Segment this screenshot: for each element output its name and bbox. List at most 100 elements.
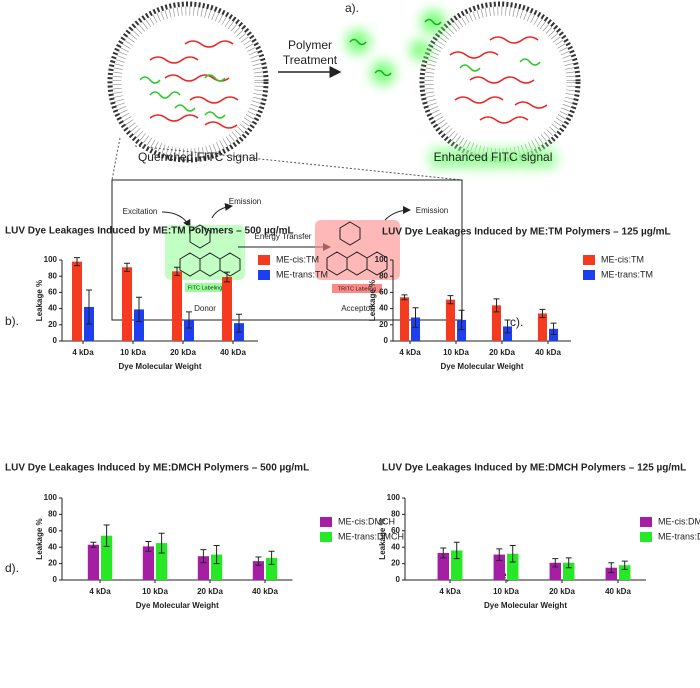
- bar: [134, 309, 144, 341]
- y-tick-label: 100: [375, 255, 389, 264]
- bar: [605, 567, 617, 580]
- error-bar: [136, 296, 142, 323]
- x-axis-label: Dye Molecular Weight: [484, 601, 567, 610]
- y-tick-label: 0: [384, 336, 389, 345]
- donor-structure: [165, 224, 245, 280]
- arrow: [384, 206, 411, 221]
- legend-label: ME-cis:TM: [276, 254, 319, 264]
- y-tick-label: 20: [379, 320, 388, 329]
- error-bar: [565, 557, 572, 569]
- bar: [197, 556, 209, 580]
- bar: [507, 553, 519, 580]
- arrow-label: Polymer: [288, 38, 332, 52]
- bar: [445, 299, 455, 341]
- legend-label: ME-trans:TM: [276, 269, 328, 279]
- error-bar: [86, 289, 92, 325]
- zoom-line: [134, 145, 463, 181]
- zoom-line: [111, 137, 121, 181]
- error-bar: [496, 548, 503, 561]
- inset-box: [111, 179, 463, 321]
- y-tick-label: 100: [44, 493, 58, 502]
- legend-label: ME-trans:TM: [601, 269, 653, 279]
- bar: [399, 297, 409, 341]
- x-tick-label: 20 kDa: [489, 348, 515, 357]
- x-tick-label: 20 kDa: [549, 587, 575, 596]
- legend-swatch: [320, 517, 332, 527]
- bar: [222, 277, 232, 341]
- inset-label: TRITC Labeling: [338, 286, 377, 292]
- y-tick-label: 20: [48, 559, 57, 568]
- y-tick-label: 20: [48, 320, 57, 329]
- x-tick-label: 10 kDa: [443, 348, 469, 357]
- error-bar: [412, 307, 419, 328]
- label-bg: [185, 283, 225, 292]
- bar-chart: LUV Dye Leakages Induced by ME:DMCH Poly…: [5, 463, 404, 610]
- legend-label: ME-trans:DMCH: [658, 531, 700, 541]
- bar: [563, 562, 575, 580]
- bar: [537, 313, 547, 341]
- panel-label: a).: [345, 1, 359, 15]
- chart-title: LUV Dye Leakages Induced by ME:TM Polyme…: [5, 226, 294, 237]
- caption: Quenched FITC signal: [138, 150, 258, 164]
- bar: [184, 319, 194, 341]
- lipid-tails: [424, 6, 576, 158]
- label-bg: [332, 284, 382, 293]
- y-tick-label: 40: [48, 304, 57, 313]
- legend-swatch: [640, 517, 652, 527]
- vesicle: [107, 1, 269, 163]
- x-tick-label: 40 kDa: [535, 348, 561, 357]
- y-tick-label: 100: [387, 493, 401, 502]
- bar: [549, 562, 561, 580]
- bar: [101, 535, 113, 580]
- error-bar: [509, 545, 516, 563]
- chart-title: LUV Dye Leakages Induced by ME:DMCH Poly…: [382, 463, 686, 474]
- y-tick-label: 40: [379, 304, 388, 313]
- inset-label: Emission: [229, 197, 261, 206]
- legend-swatch: [258, 270, 270, 280]
- error-bar: [539, 308, 546, 319]
- error-bar: [90, 541, 97, 548]
- y-tick-label: 80: [391, 510, 400, 519]
- y-axis-label: Leakage %: [35, 280, 44, 321]
- inset-label: Acceptor: [341, 304, 373, 313]
- legend-swatch: [258, 255, 270, 265]
- polymers: [449, 36, 548, 124]
- y-tick-label: 100: [44, 255, 58, 264]
- error-bar: [236, 313, 242, 333]
- error-bar: [552, 558, 559, 568]
- error-bar: [224, 271, 230, 283]
- inset-label: Energy Transfer: [255, 232, 312, 241]
- error-bar: [213, 545, 220, 565]
- x-tick-label: 20 kDa: [170, 348, 196, 357]
- chart-title: LUV Dye Leakages Induced by ME:DMCH Poly…: [5, 463, 309, 474]
- bar: [172, 271, 182, 341]
- bar-chart: LUV Dye Leakages Induced by ME:DMCH Poly…: [378, 463, 700, 610]
- y-tick-label: 80: [379, 271, 388, 280]
- bar: [437, 552, 449, 580]
- error-bar: [493, 298, 500, 313]
- y-axis-label: Leakage %: [35, 518, 44, 559]
- legend-label: ME-trans:DMCH: [338, 531, 404, 541]
- legend-label: ME-cis:DMCH: [338, 516, 395, 526]
- polymers: [139, 40, 239, 129]
- error-bar: [158, 532, 165, 554]
- x-tick-label: 10 kDa: [120, 348, 146, 357]
- inset-label: FITC Labeling: [188, 285, 223, 291]
- error-bar: [255, 556, 262, 566]
- y-tick-label: 80: [48, 271, 57, 280]
- bar: [156, 543, 168, 580]
- error-bar: [621, 560, 628, 570]
- caption: Enhanced FITC signal: [434, 150, 553, 164]
- error-bar: [268, 550, 275, 565]
- bar: [493, 554, 505, 580]
- x-tick-label: 40 kDa: [220, 348, 246, 357]
- y-tick-label: 60: [379, 288, 388, 297]
- x-tick-label: 20 kDa: [197, 587, 223, 596]
- x-tick-label: 4 kDa: [439, 587, 461, 596]
- error-bar: [103, 524, 110, 547]
- error-bar: [453, 541, 460, 560]
- bar-chart: LUV Dye Leakages Induced by ME:TM Polyme…: [5, 226, 328, 371]
- legend-label: ME-cis:TM: [601, 254, 644, 264]
- arrow: [161, 211, 191, 228]
